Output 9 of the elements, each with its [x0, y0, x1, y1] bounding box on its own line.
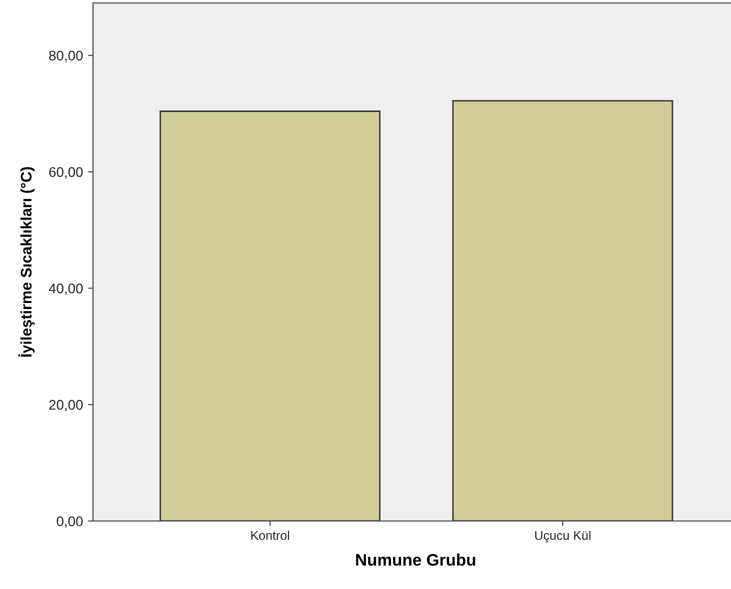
y-tick-label: 20,00 [49, 400, 83, 412]
y-tick-label: 80,00 [49, 50, 83, 62]
y-tick-label: 40,00 [48, 284, 83, 295]
x-axis-title: Numune Grubu [356, 554, 476, 566]
x-tick-label: Kontrol [251, 530, 290, 540]
y-tick-label: 0,00 [56, 516, 83, 528]
x-tick-label: Uçucu Kül [535, 530, 590, 542]
y-axis-title: İyileştirme Sıcaklıkları (°C) [18, 167, 35, 357]
y-tick-label: 60,00 [49, 167, 83, 179]
